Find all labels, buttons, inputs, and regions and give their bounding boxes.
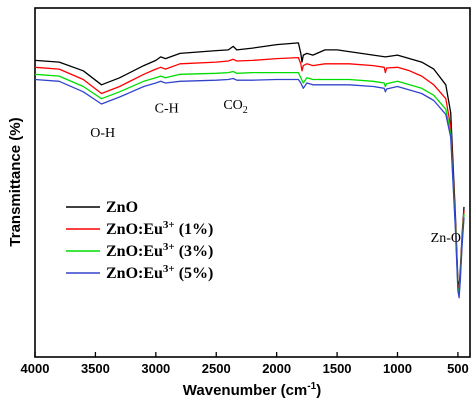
- series-lines: [34, 42, 465, 299]
- y-axis-title: Transmittance (%): [7, 117, 24, 246]
- series-line-2: [34, 70, 465, 295]
- annotation-label: CO2: [223, 98, 247, 116]
- legend-label: ZnO:Eu3+ (3%): [106, 241, 213, 260]
- x-tick-label: 2000: [262, 361, 291, 376]
- peak-annotations: O-H C-H CO2 Zn-O: [90, 98, 461, 246]
- annotation-label: C-H: [155, 102, 179, 117]
- x-axis-title: Wavenumber (cm-1): [183, 381, 321, 399]
- legend: ZnO ZnO:Eu3+ (1%) ZnO:Eu3+ (3%) ZnO:Eu3+ (5…: [66, 199, 213, 282]
- series-line-3: [34, 77, 465, 299]
- series-line-0: [34, 42, 465, 288]
- x-tick-label: 4000: [21, 361, 50, 376]
- plot-frame: [34, 7, 471, 358]
- x-axis-ticks: 4000 3500 3000 2500 2000 1500 1000 500: [21, 352, 469, 376]
- x-tick-label: 3000: [141, 361, 170, 376]
- annotation-label: O-H: [90, 126, 115, 141]
- legend-label: ZnO:Eu3+ (5%): [106, 263, 213, 282]
- annotation-label: Zn-O: [431, 231, 461, 246]
- legend-label: ZnO: [106, 199, 138, 216]
- series-line-1: [34, 56, 465, 292]
- legend-label: ZnO:Eu3+ (1%): [106, 219, 213, 238]
- x-tick-label: 1500: [323, 361, 352, 376]
- x-tick-label: 2500: [202, 361, 231, 376]
- x-tick-label: 1000: [383, 361, 412, 376]
- x-tick-label: 500: [447, 361, 469, 376]
- x-tick-label: 3500: [81, 361, 110, 376]
